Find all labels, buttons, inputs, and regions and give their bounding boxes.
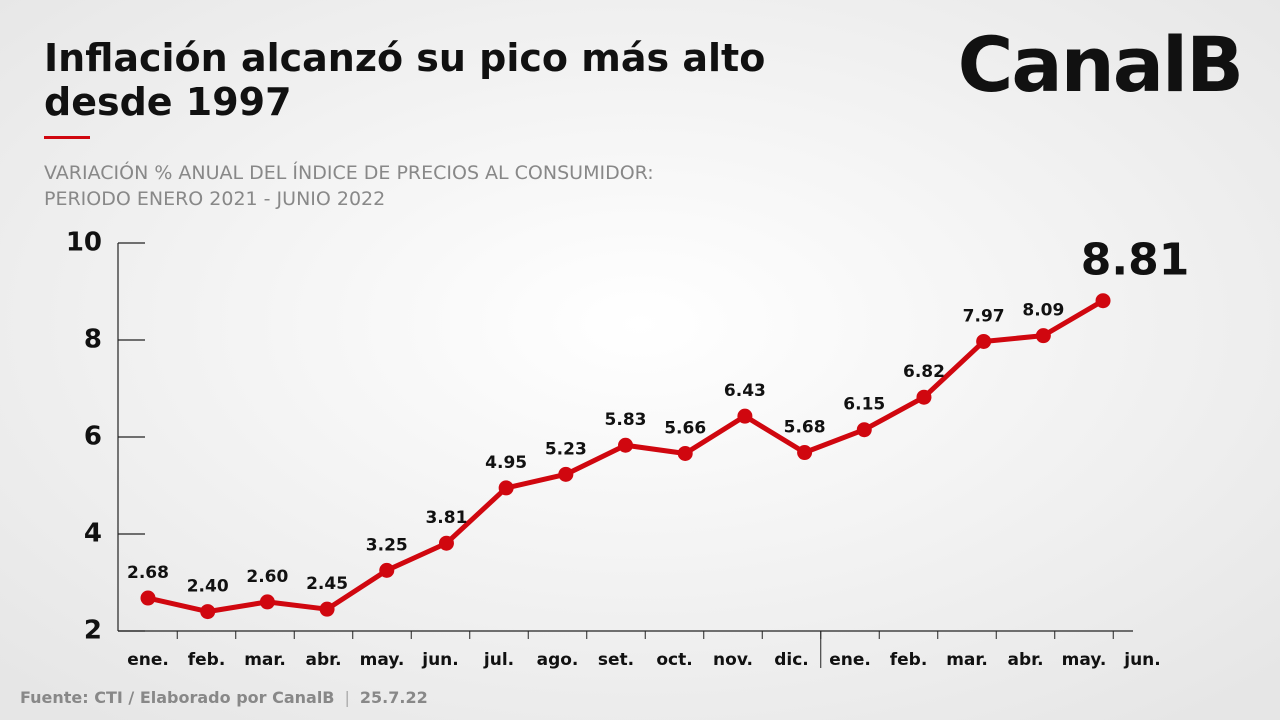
value-label: 2.45 (306, 574, 348, 594)
point (259, 594, 275, 610)
point (856, 422, 872, 438)
subtitle-line: PERIODO ENERO 2021 - JUNIO 2022 (44, 188, 385, 210)
value-label: 2.68 (127, 563, 169, 583)
x-tick-label: mar. (244, 650, 286, 670)
y-tick-label: 2 (84, 616, 102, 646)
point (1035, 328, 1051, 344)
point (379, 562, 395, 578)
x-tick-label: ago. (537, 650, 579, 670)
value-label: 6.15 (843, 395, 885, 415)
x-tick-label: may. (360, 650, 405, 670)
date: 25.7.22 (360, 688, 428, 707)
chart-title: Inflación alcanzó su pico más alto desde… (44, 36, 779, 124)
x-tick-label: set. (598, 650, 634, 670)
point (498, 480, 514, 496)
x-tick-label: oct. (656, 650, 692, 670)
x-tick-label: ene. (127, 650, 169, 670)
point (438, 535, 454, 551)
title-line: Inflación alcanzó su pico más alto (44, 36, 765, 80)
x-tick-label: jun. (1123, 650, 1161, 670)
x-tick-label: mar. (946, 650, 988, 670)
value-label: 5.83 (605, 410, 647, 430)
value-label: 3.25 (366, 535, 408, 555)
value-label: 5.68 (784, 418, 826, 438)
point (916, 389, 932, 405)
point (1095, 293, 1111, 309)
x-tick-label: ene. (829, 650, 871, 670)
point (797, 445, 813, 461)
y-tick-label: 10 (66, 228, 102, 258)
title-line: desde 1997 (44, 80, 292, 124)
x-tick-label: feb. (890, 650, 928, 670)
y-tick-label: 4 (84, 519, 102, 549)
source: Fuente: CTI / Elaborado por CanalB | 25.7.… (20, 688, 428, 707)
source-text: Fuente: CTI / Elaborado por CanalB (20, 688, 335, 707)
value-label: 6.82 (903, 362, 945, 382)
value-label: 8.09 (1022, 301, 1064, 321)
value-label: 2.40 (187, 577, 229, 597)
accent-line (44, 136, 90, 139)
x-tick-label: feb. (188, 650, 226, 670)
brand-logo: CanalB (958, 20, 1242, 109)
value-label: 7.97 (963, 306, 1005, 326)
x-tick-label: nov. (713, 650, 753, 670)
y-tick-label: 8 (84, 325, 102, 355)
point (140, 590, 156, 606)
highlight-label: 8.81 (1081, 235, 1190, 286)
x-tick-label: jul. (483, 650, 514, 670)
chart-subtitle: VARIACIÓN % ANUAL DEL ÍNDICE DE PRECIOS … (44, 160, 660, 210)
point (737, 408, 753, 424)
value-label: 5.66 (664, 418, 706, 438)
value-label: 2.60 (246, 567, 288, 587)
x-tick-label: dic. (774, 650, 809, 670)
subtitle-line: VARIACIÓN % ANUAL DEL ÍNDICE DE PRECIOS … (44, 160, 654, 184)
value-label: 5.23 (545, 439, 587, 459)
x-tick-label: jun. (421, 650, 459, 670)
value-label: 6.43 (724, 381, 766, 401)
value-label: 3.81 (425, 508, 467, 528)
x-tick-label: may. (1062, 650, 1107, 670)
point (200, 604, 216, 620)
point (319, 601, 335, 617)
x-tick-label: abr. (305, 650, 341, 670)
point (677, 445, 693, 461)
y-tick-label: 6 (84, 422, 102, 452)
point (976, 333, 992, 349)
separator: | (345, 688, 350, 707)
value-label: 4.95 (485, 453, 527, 473)
x-tick-label: abr. (1007, 650, 1043, 670)
point (558, 466, 574, 482)
point (618, 437, 634, 453)
